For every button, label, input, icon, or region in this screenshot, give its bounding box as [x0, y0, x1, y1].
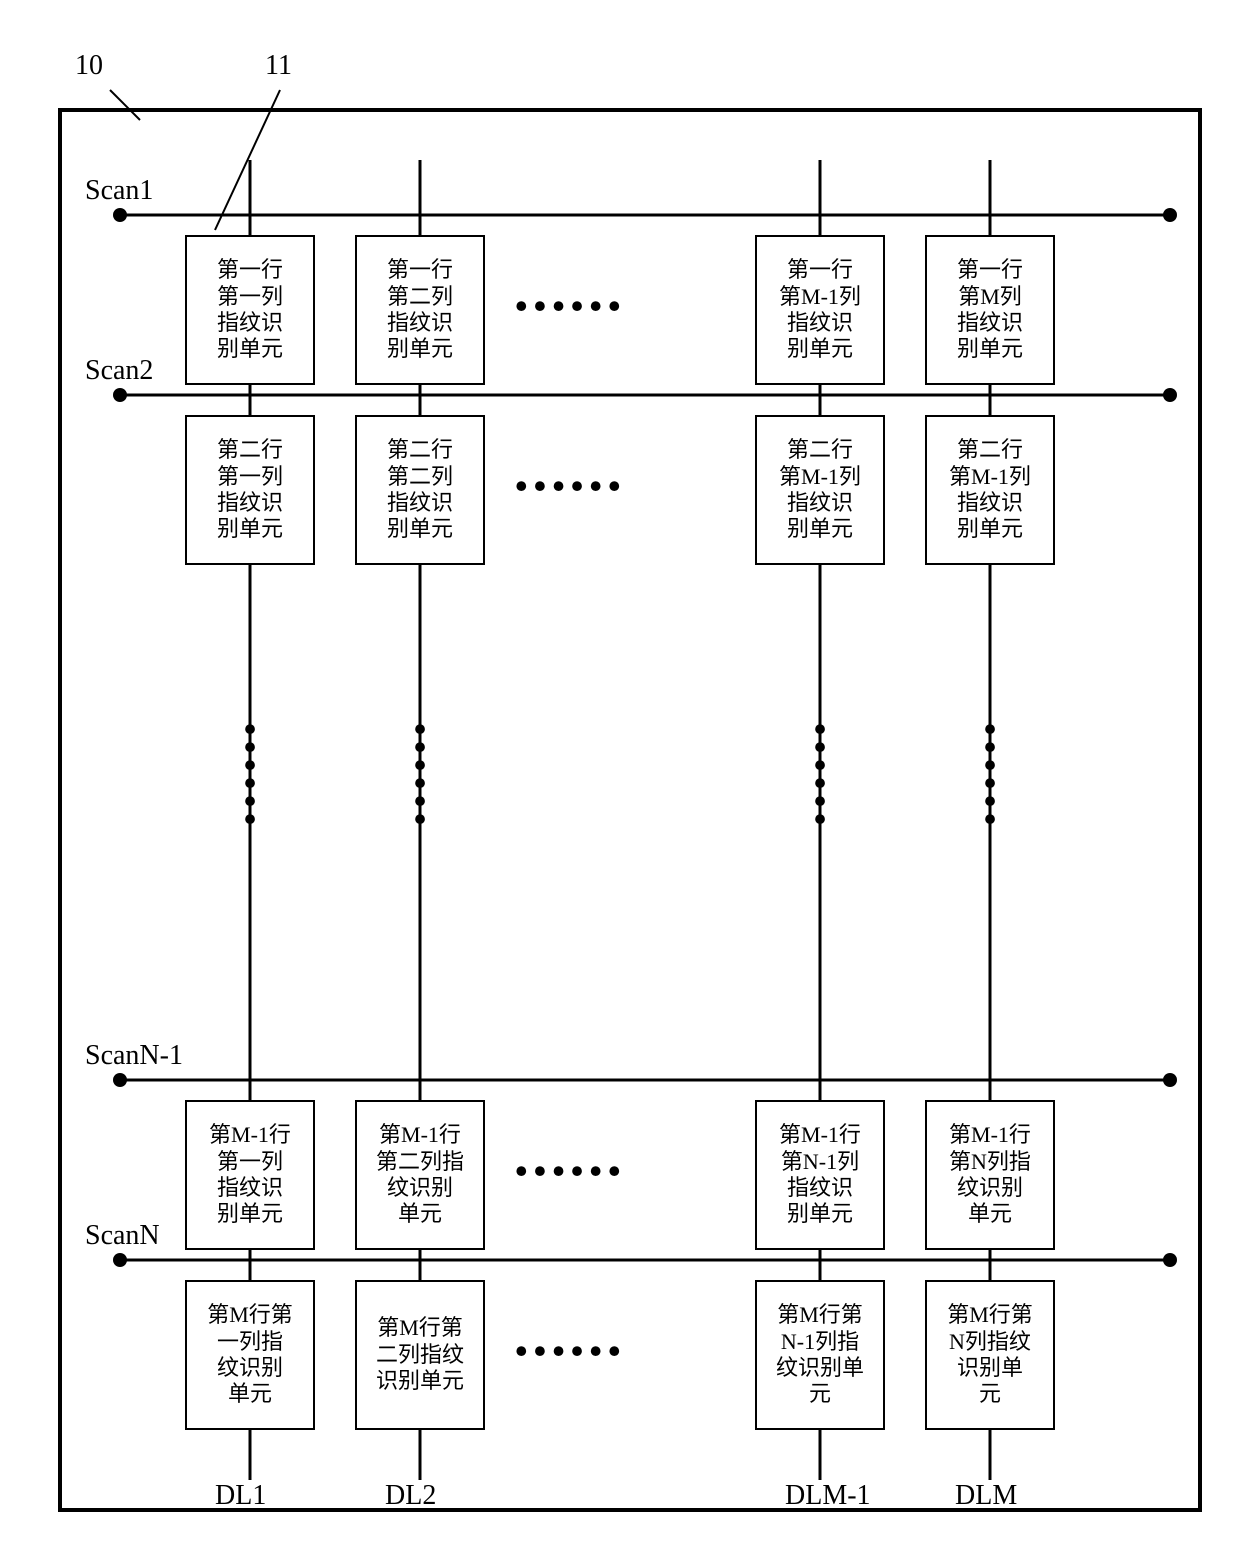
cell-r2-c2: 第M-1行 第N-1列 指纹识 别单元	[755, 1100, 885, 1250]
cell-r1-c2: 第二行 第M-1列 指纹识 别单元	[755, 415, 885, 565]
ref-label-1: 11	[265, 50, 292, 82]
cell-r3-c0: 第M行第 一列指 纹识别 单元	[185, 1280, 315, 1430]
hdots-0: ••••••	[515, 285, 627, 327]
dl-label-3: DLM	[955, 1480, 1017, 1512]
hdots-1: ••••••	[515, 465, 627, 507]
dl-label-2: DLM-1	[785, 1480, 871, 1512]
cell-r0-c3: 第一行 第M列 指纹识 别单元	[925, 235, 1055, 385]
cell-r2-c0: 第M-1行 第一列 指纹识 别单元	[185, 1100, 315, 1250]
cell-r3-c2: 第M行第 N-1列指 纹识别单 元	[755, 1280, 885, 1430]
vdots-1: ••••••	[410, 720, 430, 828]
diagram-canvas: 10 11 Scan1 Scan2 ScanN-1 ScanN DL1 DL2 DLM-1 DLM…	[20, 20, 1220, 1530]
dl-label-0: DL1	[215, 1480, 266, 1512]
cell-r1-c3: 第二行 第M-1列 指纹识 别单元	[925, 415, 1055, 565]
scan-label-2: ScanN-1	[85, 1040, 183, 1072]
vdots-2: ••••••	[810, 720, 830, 828]
cell-r0-c2: 第一行 第M-1列 指纹识 别单元	[755, 235, 885, 385]
cell-r0-c0: 第一行 第一列 指纹识 别单元	[185, 235, 315, 385]
cell-r3-c1: 第M行第 二列指纹 识别单元	[355, 1280, 485, 1430]
cell-r2-c3: 第M-1行 第N列指 纹识别 单元	[925, 1100, 1055, 1250]
scan-label-0: Scan1	[85, 175, 153, 207]
scan-label-1: Scan2	[85, 355, 153, 387]
ref-label-0: 10	[75, 50, 103, 82]
scan-label-3: ScanN	[85, 1220, 160, 1252]
cell-r1-c0: 第二行 第一列 指纹识 别单元	[185, 415, 315, 565]
hdots-2: ••••••	[515, 1150, 627, 1192]
cell-r3-c3: 第M行第 N列指纹 识别单 元	[925, 1280, 1055, 1430]
hdots-3: ••••••	[515, 1330, 627, 1372]
cell-r0-c1: 第一行 第二列 指纹识 别单元	[355, 235, 485, 385]
vdots-3: ••••••	[980, 720, 1000, 828]
vdots-0: ••••••	[240, 720, 260, 828]
cell-r1-c1: 第二行 第二列 指纹识 别单元	[355, 415, 485, 565]
dl-label-1: DL2	[385, 1480, 436, 1512]
cell-r2-c1: 第M-1行 第二列指 纹识别 单元	[355, 1100, 485, 1250]
